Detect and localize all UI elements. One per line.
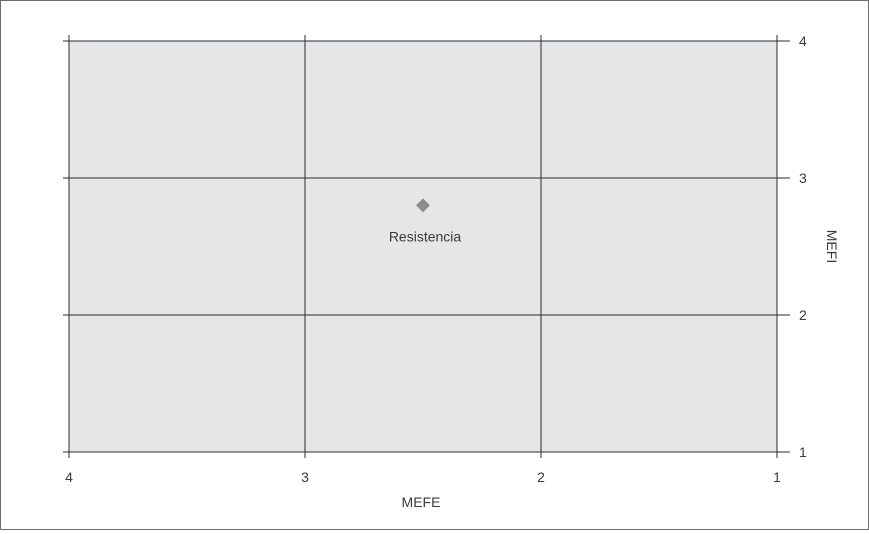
data-point-label: Resistencia (389, 228, 462, 244)
y-axis-label: MEFI (824, 230, 840, 263)
point-layer: Resistencia (389, 198, 462, 244)
x-axis-label: MEFE (402, 494, 441, 510)
tick-layer: 4 3 2 1 1 2 3 4 (65, 33, 807, 485)
x-tick-label: 1 (773, 469, 781, 485)
y-tick-label: 3 (799, 170, 807, 186)
x-tick-label: 3 (301, 469, 309, 485)
y-tick-label: 1 (799, 444, 807, 460)
x-tick-label: 4 (65, 469, 73, 485)
plot-area (69, 41, 777, 452)
y-tick-label: 2 (799, 307, 807, 323)
y-tick-label: 4 (799, 33, 807, 49)
grid-layer (63, 35, 790, 458)
data-point-marker (416, 198, 430, 213)
x-tick-label: 2 (537, 469, 545, 485)
